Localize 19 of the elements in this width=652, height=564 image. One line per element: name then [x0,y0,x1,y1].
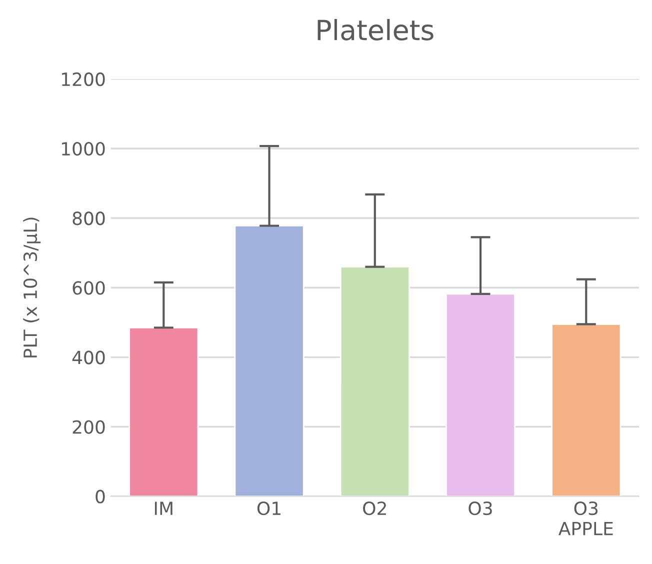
x-tick-label: IM [154,502,172,515]
x-tick-label: O2 [363,502,386,516]
y-tick-label: 0 [96,490,105,504]
x-tick-label: O1 [257,502,280,516]
y-tick-label: 200 [72,420,105,434]
bar [551,323,622,496]
y-tick-label: 1200 [62,72,105,86]
bar [340,266,410,496]
y-axis-title: PLT (x 10^3/μL) [23,218,41,358]
y-tick-label: 1000 [62,142,105,156]
bar [446,293,516,496]
y-tick-label: 400 [72,350,105,364]
x-tick-label: O3 [468,502,492,516]
x-tick-label: O3 APPLE [558,502,613,536]
bar [128,326,199,496]
bar [234,225,304,496]
y-tick-label: 800 [72,212,105,226]
chart-title: Platelets [318,18,434,40]
y-tick-label: 600 [72,281,105,295]
